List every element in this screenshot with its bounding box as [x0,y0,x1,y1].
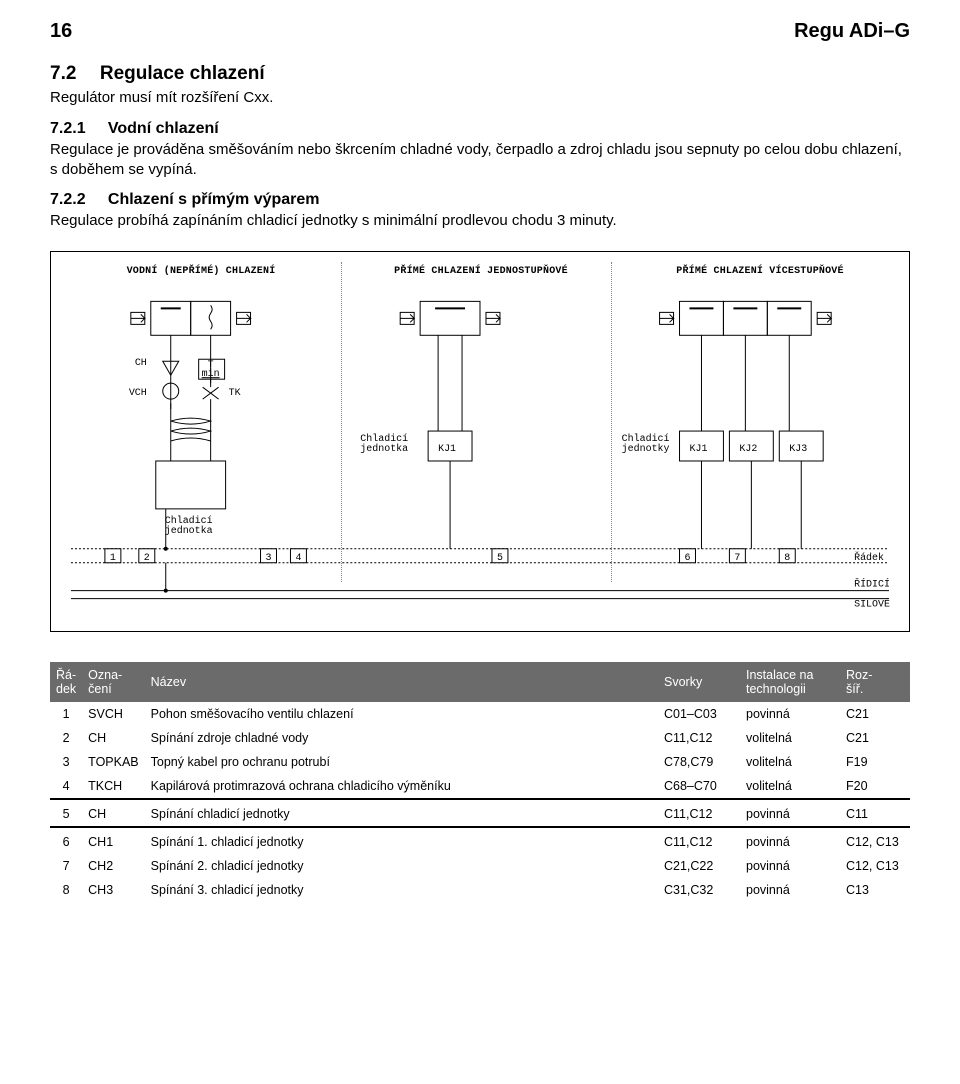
diagram-svg: CH VCH T min TK Chladicí jednotka [61,291,899,621]
label-kj2: KJ2 [739,443,757,454]
label-ch: CH [135,357,147,368]
rownum-7: 7 [734,552,740,563]
section-subtitle: Regulátor musí mít rozšíření Cxx. [50,89,910,106]
rownum-3: 3 [266,552,272,563]
doc-title: Regu ADi–G [794,20,910,43]
label-vch: VCH [129,387,147,398]
th-radek: Řá-dek [50,662,82,702]
th-rozsir: Roz-šíř. [840,662,910,702]
th-svorky: Svorky [658,662,740,702]
subsection-1: 7.2.1 Vodní chlazení [50,120,910,138]
label-chj2b: jednotka [360,443,408,454]
table-row: 5 CH Spínání chladicí jednotky C11,C12 p… [50,799,910,827]
table-row: 1 SVCH Pohon směšovacího ventilu chlazen… [50,702,910,726]
rownum-8: 8 [784,552,790,563]
subsection-2-body: Regulace probíhá zapínáním chladicí jedn… [50,211,910,231]
th-instalace: Instalace natechnologii [740,662,840,702]
label-kj1-b: KJ1 [690,443,708,454]
rownum-4: 4 [295,552,301,563]
table-row: 4 TKCH Kapilárová protimrazová ochrana c… [50,774,910,799]
label-kj1-a: KJ1 [438,443,456,454]
label-chj-b: jednotka [165,525,213,536]
subsection-1-title: Vodní chlazení [108,120,219,137]
subsection-1-number: 7.2.1 [50,120,104,138]
page-number: 16 [50,20,72,43]
rownum-1: 1 [110,552,116,563]
table-row: 7 CH2 Spínání 2. chladicí jednotky C21,C… [50,854,910,878]
subsection-1-body: Regulace je prováděna směšováním nebo šk… [50,140,910,181]
label-chjs-b: jednotky [622,443,670,454]
th-oznaceni: Ozna-čení [82,662,144,702]
diagram-title-2: PŘÍMÉ CHLAZENÍ JEDNOSTUPŇOVÉ [341,266,621,277]
label-kj3: KJ3 [789,443,807,454]
vertical-separator-2 [611,262,612,582]
vertical-separator-1 [341,262,342,582]
rownum-2: 2 [144,552,150,563]
label-tk: TK [229,387,241,398]
label-ridici: ŘÍDICÍ [854,578,890,589]
table-header: Řá-dek Ozna-čení Název Svorky Instalace … [50,662,910,702]
table-row: 8 CH3 Spínání 3. chladicí jednotky C31,C… [50,878,910,902]
subsection-2: 7.2.2 Chlazení s přímým výparem [50,191,910,209]
subsection-2-title: Chlazení s přímým výparem [108,191,320,208]
section-number: 7.2 [50,63,96,85]
rownum-6: 6 [685,552,691,563]
section-heading: 7.2 Regulace chlazení [50,63,910,85]
label-silove: SILOVÉ [854,598,890,609]
diagram: VODNÍ (NEPŘÍMÉ) CHLAZENÍ PŘÍMÉ CHLAZENÍ … [50,251,910,632]
diagram-column-titles: VODNÍ (NEPŘÍMÉ) CHLAZENÍ PŘÍMÉ CHLAZENÍ … [61,266,899,277]
rownum-5: 5 [497,552,503,563]
table-row: 6 CH1 Spínání 1. chladicí jednotky C11,C… [50,827,910,854]
parameter-table: Řá-dek Ozna-čení Název Svorky Instalace … [50,662,910,902]
label-radek: Řádek [854,552,884,563]
th-nazev: Název [145,662,658,702]
diagram-title-3: PŘÍMÉ CHLAZENÍ VÍCESTUPŇOVÉ [621,266,899,277]
page-header: 16 Regu ADi–G [50,20,910,43]
subsection-2-number: 7.2.2 [50,191,104,209]
table-row: 3 TOPKAB Topný kabel pro ochranu potrubí… [50,750,910,774]
diagram-title-1: VODNÍ (NEPŘÍMÉ) CHLAZENÍ [61,266,341,277]
table-row: 2 CH Spínání zdroje chladné vody C11,C12… [50,726,910,750]
label-tmin2: min [202,368,220,379]
section-title: Regulace chlazení [100,63,265,84]
